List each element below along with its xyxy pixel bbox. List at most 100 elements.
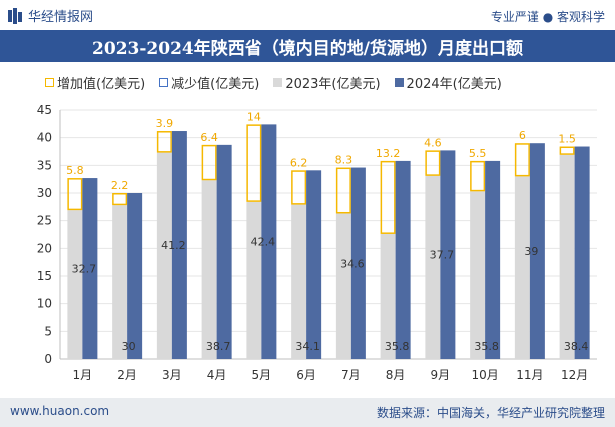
bar-2024	[82, 178, 98, 359]
bar-2023	[335, 213, 351, 359]
bar-2024	[127, 193, 143, 359]
bar-2024	[306, 170, 322, 359]
bar-2023	[201, 180, 217, 359]
value-label-2024: 35.8	[474, 340, 499, 353]
legend-item-decrease: 减少值(亿美元)	[159, 73, 259, 92]
bar-2023	[156, 152, 172, 359]
brand: 华经情报网	[8, 6, 93, 25]
bar-2024	[395, 160, 411, 359]
bar-2024	[216, 144, 232, 359]
increase-label: 5.5	[469, 147, 487, 160]
increase-label: 8.3	[335, 154, 353, 167]
bar-2023	[291, 204, 307, 359]
bar-2024	[574, 146, 590, 359]
legend-label-decrease: 减少值(亿美元)	[171, 77, 260, 92]
bar-increase	[201, 144, 217, 181]
footer-source: 数据来源：中国海关，华经产业研究院整理	[376, 406, 605, 420]
value-label-2024: 38.4	[564, 340, 589, 353]
increase-label: 4.6	[424, 136, 442, 149]
bar-2024	[529, 143, 545, 359]
bar-2023	[425, 175, 441, 359]
legend-item-increase: 增加值(亿美元)	[45, 73, 145, 92]
tagline: 专业严谨 ● 客观科学	[490, 10, 605, 24]
legend-label-increase: 增加值(亿美元)	[57, 77, 146, 92]
title-bar: 2023-2024年陕西省（境内目的地/货源地）月度出口额	[0, 30, 615, 62]
value-label-2024: 32.7	[72, 263, 97, 276]
chart-title: 2023-2024年陕西省（境内目的地/货源地）月度出口额	[92, 38, 523, 59]
legend-swatch-increase	[45, 78, 54, 87]
legend: 增加值(亿美元) 减少值(亿美元) 2023年(亿美元) 2024年(亿美元)	[45, 73, 516, 92]
y-tick-label: 40	[37, 131, 52, 145]
x-tick-label: 6月	[296, 368, 316, 382]
bar-2023	[112, 205, 128, 359]
legend-label-2023: 2023年(亿美元)	[285, 77, 381, 92]
increase-label: 6.2	[290, 156, 308, 169]
footer-website: www.huaon.com	[10, 404, 110, 418]
legend-item-2023: 2023年(亿美元)	[273, 73, 381, 92]
value-label-2024: 42.4	[251, 236, 276, 249]
y-tick-label: 5	[44, 324, 52, 338]
value-label-2024: 39	[524, 245, 538, 258]
x-tick-label: 5月	[252, 368, 272, 382]
bar-2023	[380, 233, 396, 359]
y-tick-label: 30	[37, 186, 52, 200]
bar-increase	[246, 124, 262, 202]
bar-2023	[246, 201, 262, 359]
value-label-2024: 30	[122, 340, 136, 353]
x-tick-label: 8月	[386, 368, 406, 382]
x-tick-label: 12月	[561, 368, 588, 382]
legend-swatch-2024	[394, 78, 404, 87]
x-tick-label: 11月	[516, 368, 543, 382]
value-label-2024: 34.1	[295, 340, 320, 353]
x-tick-label: 1月	[73, 368, 93, 382]
legend-label-2024: 2024年(亿美元)	[406, 77, 502, 92]
increase-label: 2.2	[111, 179, 129, 192]
bar-2023	[67, 210, 83, 359]
x-tick-label: 9月	[431, 368, 451, 382]
x-tick-label: 4月	[207, 368, 227, 382]
bar-2023	[514, 176, 530, 359]
value-label-2024: 35.8	[385, 340, 410, 353]
bar-increase	[380, 160, 396, 234]
bar-2024	[440, 150, 456, 359]
x-tick-label: 10月	[471, 368, 498, 382]
x-tick-label: 3月	[162, 368, 182, 382]
increase-label: 14	[247, 110, 261, 123]
legend-swatch-decrease	[159, 78, 169, 87]
value-label-2024: 41.2	[161, 239, 186, 252]
bar-increase	[335, 167, 351, 214]
increase-label: 3.9	[156, 117, 174, 130]
y-tick-label: 45	[37, 103, 52, 117]
bar-increase	[559, 146, 575, 155]
y-tick-label: 10	[37, 297, 52, 311]
bar-2024	[171, 131, 187, 359]
y-tick-label: 25	[37, 214, 52, 228]
increase-label: 1.5	[558, 133, 576, 146]
bar-increase	[514, 143, 530, 177]
increase-label: 6	[519, 129, 526, 142]
y-tick-label: 20	[37, 241, 52, 255]
bar-increase	[425, 150, 441, 176]
bar-2023	[470, 191, 486, 359]
footer: www.huaon.com 数据来源：中国海关，华经产业研究院整理	[0, 398, 615, 427]
bar-increase	[470, 160, 486, 192]
bar-2024	[485, 160, 501, 359]
bar-increase	[67, 178, 83, 211]
brand-logo-icon	[8, 7, 22, 24]
value-label-2024: 34.6	[340, 257, 365, 270]
y-tick-label: 15	[37, 269, 52, 283]
brand-name: 华经情报网	[28, 10, 94, 25]
bar-2024	[261, 124, 277, 360]
y-tick-label: 0	[44, 352, 52, 366]
x-tick-label: 2月	[117, 368, 137, 382]
legend-item-2024: 2024年(亿美元)	[394, 73, 502, 92]
legend-swatch-2023	[273, 78, 283, 87]
y-tick-label: 35	[37, 158, 52, 172]
bar-increase	[291, 170, 307, 205]
increase-label: 5.8	[66, 164, 84, 177]
top-bar: 华经情报网 专业严谨 ● 客观科学	[0, 0, 615, 30]
increase-label: 6.4	[200, 131, 218, 144]
bar-2023	[559, 154, 575, 359]
value-label-2024: 38.7	[206, 340, 231, 353]
